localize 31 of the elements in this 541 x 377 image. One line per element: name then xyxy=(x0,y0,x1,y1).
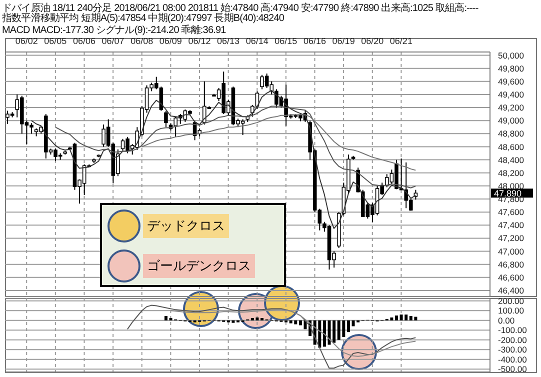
y-tick-label: 48,200 xyxy=(498,168,524,178)
y-tick-label: 48,400 xyxy=(498,154,524,165)
y-tick-label: 47,000 xyxy=(498,246,524,256)
y-tick-label: 47,400 xyxy=(498,220,524,230)
y-tick-label: -200.00 xyxy=(498,334,528,345)
y-tick-label: 48,000 xyxy=(498,180,524,191)
y-tick-label: 49,000 xyxy=(498,116,524,126)
y-tick-label: -500.00 xyxy=(498,364,528,374)
y-tick-label: 47,600 xyxy=(498,207,524,218)
y-tick-label: 46,400 xyxy=(498,285,524,296)
y-tick-label: 46,800 xyxy=(498,259,524,270)
y-tick-label: 49,200 xyxy=(498,102,524,113)
y-tick-label: 48,800 xyxy=(498,128,524,139)
y-tick-label: 50,000 xyxy=(498,50,524,60)
y-tick-label: -300.00 xyxy=(498,344,528,355)
annotation: ゴールデンクロス xyxy=(143,254,255,278)
chart-title: ドバイ原油 18/11 240分足 2018/06/21 08:00 201811 始:47840 高:47940 安:47790 終:47890 出来高:1025 取組高:---- xyxy=(2,2,478,14)
y-tick-label: 49,800 xyxy=(498,63,524,74)
y-tick-label: 47,200 xyxy=(498,233,524,244)
y-tick-label: 100.00 xyxy=(498,306,524,316)
y-tick-label: -400.00 xyxy=(498,354,528,364)
y-tick-label: -100.00 xyxy=(498,325,528,336)
y-tick-label: 48,600 xyxy=(498,142,524,152)
annotation: デッドクロス xyxy=(143,214,229,238)
chart-subtitle: 指数平滑移動平均 短期A(5):47854 中期(20):47997 長期B(40):48240 MACD MACD:-177.30 シグナル(9):-214.20 乖離:36.91 xyxy=(2,13,284,37)
y-tick-label: 49,600 xyxy=(498,76,524,86)
y-tick-label: 200.00 xyxy=(498,296,524,306)
y-tick-label: 49,400 xyxy=(498,89,524,100)
legend-box: デッドクロス ゴールデンクロス xyxy=(100,203,286,287)
y-tick-label: 46,600 xyxy=(498,272,524,282)
y-tick-label: 0.00 xyxy=(498,315,515,326)
